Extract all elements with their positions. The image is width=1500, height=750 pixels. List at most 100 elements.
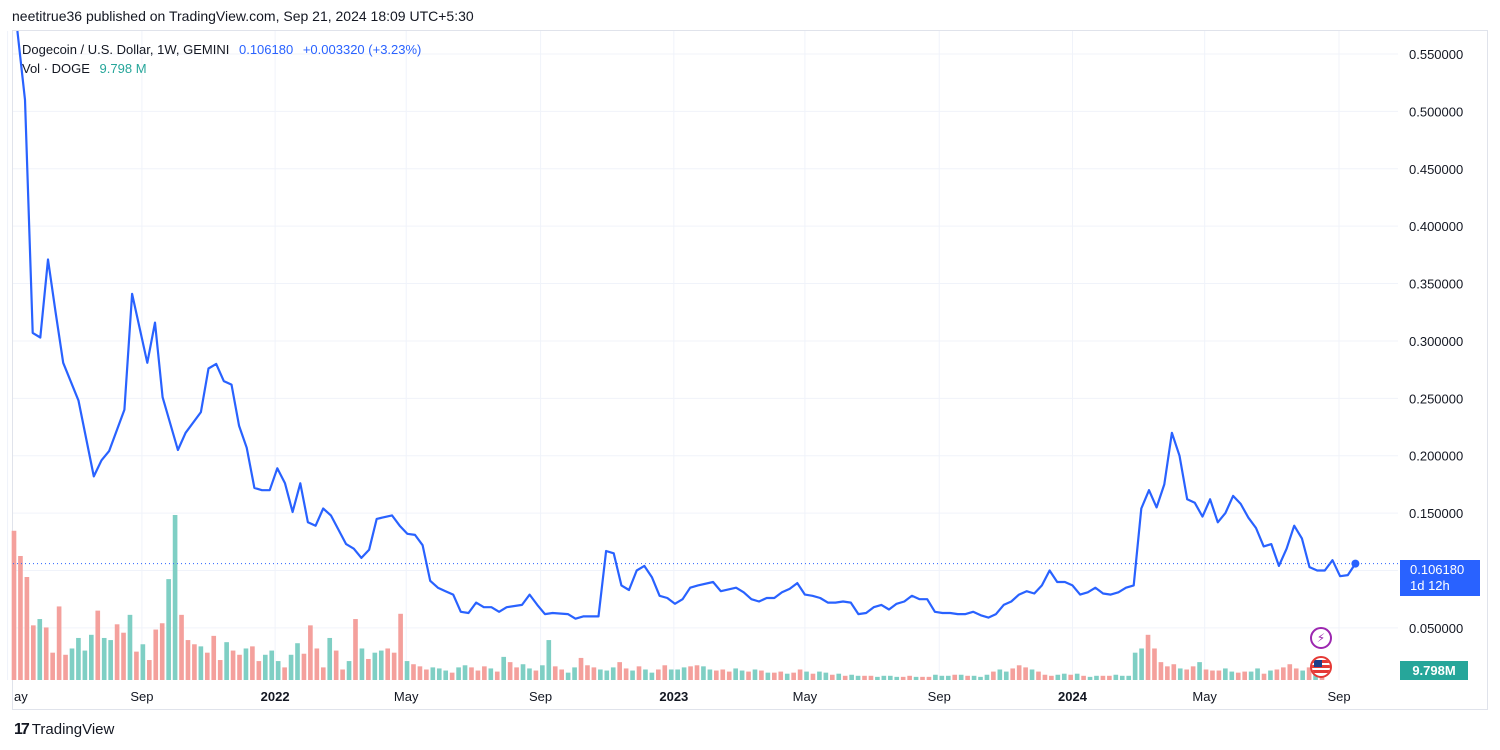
legend-volume-row[interactable]: Vol · DOGE 9.798 M [22, 59, 421, 78]
volume-bar [101, 637, 107, 680]
volume-bar [11, 530, 17, 680]
y-tick-label: 0.250000 [1409, 391, 1463, 406]
volume-bar [804, 671, 809, 680]
volume-bar [449, 672, 455, 680]
volume-bar [1042, 674, 1048, 680]
volume-bar [398, 613, 403, 680]
volume-bar [89, 634, 94, 680]
volume-bar [701, 666, 706, 680]
volume-bar [591, 667, 597, 680]
brand-name: TradingView [31, 721, 115, 738]
volume-bar [565, 672, 571, 680]
volume-bar [308, 625, 313, 680]
us-flag-event-icon[interactable] [1310, 656, 1332, 678]
volume-bar [585, 665, 590, 680]
volume-bar [714, 670, 719, 680]
volume-bar [752, 669, 758, 680]
volume-bar [520, 664, 526, 680]
x-tick-label: Sep [928, 689, 951, 704]
volume-bar [494, 671, 500, 680]
volume-bar [385, 648, 391, 680]
volume-bar [359, 648, 365, 680]
volume-bar [269, 650, 275, 680]
volume-bar [817, 671, 822, 680]
volume-bar [991, 671, 996, 680]
volume-bar [1184, 669, 1190, 680]
lightning-event-icon[interactable]: ⚡ [1310, 627, 1332, 649]
volume-bar [1094, 675, 1099, 680]
volume-bar [314, 648, 320, 680]
symbol-name: Dogecoin / U.S. Dollar, 1W, GEMINI [22, 42, 230, 57]
volume-bar [933, 674, 938, 680]
volume-bar [1049, 675, 1054, 680]
volume-bar [707, 669, 713, 680]
x-tick-label: May [1192, 689, 1217, 704]
volume-bar [82, 650, 88, 680]
volume-bar [50, 652, 55, 680]
volume-bar [733, 668, 738, 680]
volume-bar [243, 648, 249, 680]
legend-change: +0.003320 (+3.23%) [302, 42, 422, 57]
volume-bar [1177, 668, 1183, 680]
volume-bar [997, 669, 1003, 680]
volume-bar [1171, 664, 1177, 680]
volume-bar [791, 672, 796, 680]
volume-bar [862, 675, 867, 680]
volume-bar [978, 676, 983, 680]
volume-bar [436, 668, 442, 680]
volume-bar [353, 619, 358, 680]
volume-bar [875, 676, 880, 680]
volume-bar [527, 668, 532, 680]
volume-bar [1248, 671, 1254, 680]
y-tick-label: 0.500000 [1409, 104, 1463, 119]
volume-bar [1126, 675, 1132, 680]
chart-frame [12, 30, 1488, 710]
volume-bar [237, 654, 242, 680]
volume-bar [1068, 674, 1074, 680]
volume-bar [301, 653, 307, 680]
volume-bar [765, 672, 771, 680]
y-tick-label: 0.350000 [1409, 277, 1463, 292]
volume-bar [1003, 671, 1009, 680]
x-tick-label: Sep [1327, 689, 1350, 704]
volume-bar [552, 666, 558, 680]
volume-bar [1165, 666, 1170, 680]
volume-bar [1203, 669, 1209, 680]
volume-bar [166, 579, 171, 680]
volume-bar [127, 614, 133, 680]
volume-bar [1306, 667, 1312, 680]
bar-countdown: 1d 12h [1410, 578, 1450, 593]
volume-bar [578, 657, 584, 680]
volume-bar [256, 661, 262, 680]
volume-bar [1281, 667, 1286, 680]
volume-bar [984, 674, 990, 680]
volume-bar [391, 652, 397, 680]
volume-bar [1216, 670, 1222, 680]
volume-bar [610, 667, 616, 680]
volume-bar [572, 667, 577, 680]
volume-bar [456, 667, 461, 680]
publisher-line: neetitrue36 published on TradingView.com… [12, 8, 474, 24]
volume-bar [204, 652, 210, 680]
volume-bar [1210, 670, 1215, 680]
volume-bar [739, 670, 745, 680]
volume-bar [320, 667, 326, 680]
volume-bar [172, 515, 178, 680]
volume-bar [1242, 671, 1247, 680]
y-tick-label: 0.050000 [1409, 621, 1463, 636]
legend-symbol-row[interactable]: Dogecoin / U.S. Dollar, 1W, GEMINI 0.106… [22, 40, 421, 59]
volume-bar [340, 669, 345, 680]
volume-bar [211, 635, 217, 680]
volume-bar [31, 625, 36, 680]
volume-bar [559, 669, 565, 680]
volume-bar [771, 672, 777, 680]
y-tick-label: 0.200000 [1409, 449, 1463, 464]
volume-bar [153, 629, 159, 680]
volume-bar [346, 661, 352, 680]
volume-bar [1081, 675, 1086, 680]
tradingview-logo[interactable]: 17 TradingView [14, 721, 114, 739]
volume-bar [366, 658, 371, 680]
volume-bar [630, 670, 635, 680]
volume-bar [1087, 676, 1093, 680]
